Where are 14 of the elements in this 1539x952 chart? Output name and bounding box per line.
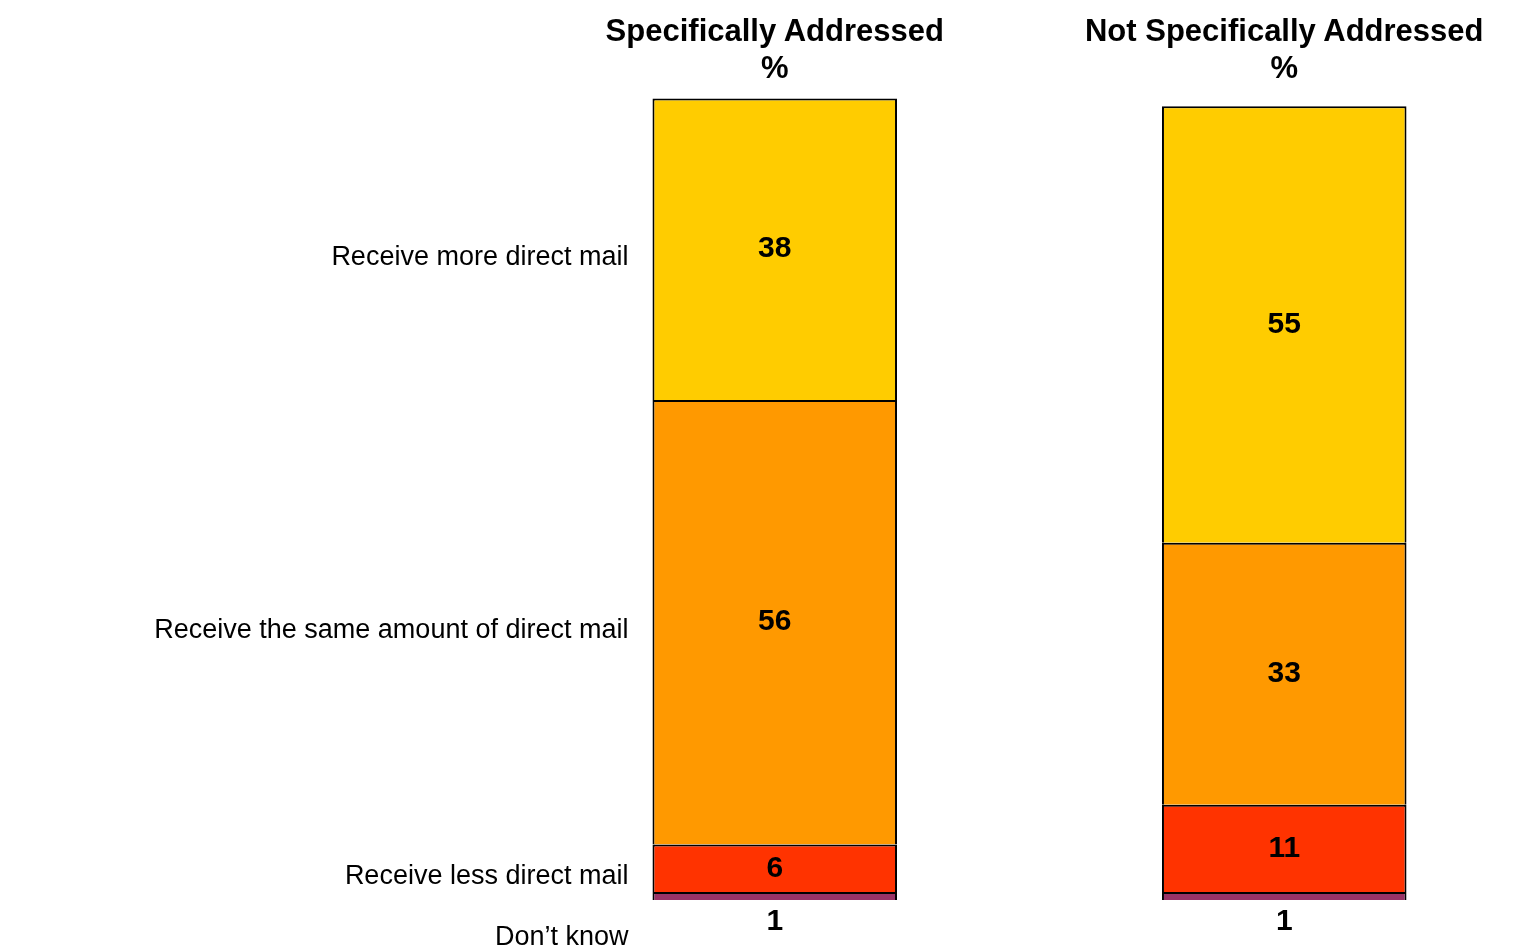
data-label: 1 [766,903,784,937]
series-label: Don’t know [494,921,629,952]
data-label: 33 [1267,655,1301,689]
data-label: 38 [758,230,792,264]
data-label: 56 [758,603,792,637]
series-label: Receive less direct mail [344,859,629,890]
data-label: 6 [766,849,784,883]
data-label: 11 [1268,829,1301,863]
x-tick-label: Specifically Addressed % [605,13,944,86]
data-label: 55 [1267,305,1301,339]
x-tick-label: Not Specifically Addressed % [1084,13,1484,86]
series-label: Receive the same amount of direct mail [154,613,629,644]
series-label: Receive more direct mail [331,240,629,271]
data-label: 1 [1275,903,1293,937]
